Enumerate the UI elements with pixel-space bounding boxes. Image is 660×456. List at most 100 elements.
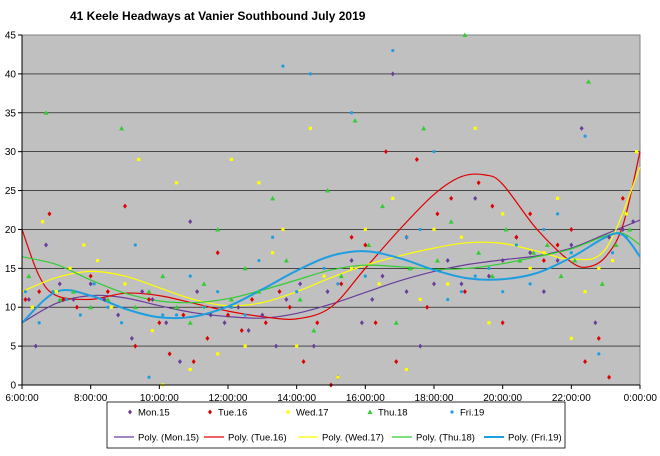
point-Tue-16 <box>263 320 268 326</box>
y-tick-label: 30 <box>5 147 17 158</box>
point-Fri-19 <box>23 290 28 294</box>
trendlines <box>21 151 641 324</box>
point-Fri-19 <box>583 134 587 138</box>
point-Fri-19 <box>610 251 615 255</box>
point-Wed-17 <box>487 321 491 325</box>
point-Fri-19 <box>202 305 206 309</box>
point-Tue-16 <box>215 250 220 256</box>
point-Tue-16 <box>607 374 612 380</box>
point-Wed-17 <box>281 227 285 232</box>
point-Wed-17 <box>41 220 45 224</box>
point-Fri-19 <box>119 321 124 325</box>
point-Tue-16 <box>315 320 320 326</box>
point-Thu-18 <box>393 320 399 325</box>
point-Fri-19 <box>350 111 354 115</box>
legend-marker-1 <box>208 409 212 415</box>
point-Fri-19 <box>528 282 532 286</box>
point-Fri-19 <box>271 235 275 239</box>
point-Fri-19 <box>363 274 367 278</box>
point-Mon-15 <box>208 312 213 318</box>
legend-trend-label-2: Poly. (Wed.17) <box>322 433 384 444</box>
point-Mon-15 <box>129 335 134 341</box>
point-Wed-17 <box>257 181 261 185</box>
point-Tue-16 <box>205 335 210 341</box>
point-Fri-19 <box>78 313 82 317</box>
point-Wed-17 <box>597 266 601 270</box>
point-Tue-16 <box>383 149 388 155</box>
point-Mon-15 <box>432 281 436 287</box>
point-Tue-16 <box>596 335 601 341</box>
point-Tue-16 <box>250 296 255 302</box>
point-Mon-15 <box>607 234 612 240</box>
point-Mon-15 <box>620 226 625 232</box>
legend-marker-2 <box>286 410 290 414</box>
plot-area <box>21 34 641 386</box>
x-tick-label: 16:00:00 <box>346 393 385 404</box>
point-Tue-16 <box>167 351 172 357</box>
point-Thu-18 <box>572 258 578 263</box>
point-Wed-17 <box>624 212 628 216</box>
point-Thu-18 <box>462 32 468 37</box>
point-Thu-18 <box>544 242 550 247</box>
point-Wed-17 <box>109 305 113 309</box>
point-Fri-19 <box>37 321 41 325</box>
point-Wed-17 <box>377 282 381 286</box>
point-Mon-15 <box>88 281 93 287</box>
point-Mon-15 <box>284 296 289 302</box>
point-Wed-17 <box>350 266 354 270</box>
x-tick-label: 22:00:00 <box>552 393 591 404</box>
point-Mon-15 <box>246 328 251 334</box>
point-Thu-18 <box>270 195 276 201</box>
point-Thu-18 <box>338 273 344 279</box>
point-Mon-15 <box>541 289 546 295</box>
legend-trend-label-3: Poly. (Thu.18) <box>416 433 475 444</box>
point-Fri-19 <box>229 305 234 309</box>
point-Fri-19 <box>243 313 247 317</box>
point-Wed-17 <box>229 157 234 162</box>
point-Tue-16 <box>490 203 495 209</box>
point-Wed-17 <box>391 196 395 200</box>
point-Tue-16 <box>301 359 306 365</box>
point-Tue-16 <box>123 203 127 209</box>
point-Mon-15 <box>44 242 49 248</box>
point-Mon-15 <box>164 320 169 326</box>
point-Thu-18 <box>503 226 509 232</box>
point-Mon-15 <box>380 273 385 279</box>
point-Fri-19 <box>624 235 628 239</box>
point-Thu-18 <box>119 125 125 131</box>
legend-label-2: Wed.17 <box>296 408 329 419</box>
point-Tue-16 <box>620 195 625 201</box>
point-Tue-16 <box>105 289 110 295</box>
point-Wed-17 <box>528 266 532 270</box>
trendline-1 <box>21 151 641 320</box>
point-Thu-18 <box>613 242 619 247</box>
x-tick-label: 14:00:00 <box>277 393 316 404</box>
point-Thu-18 <box>558 273 564 279</box>
legend: Mon.15 Tue.16 Wed.17 Thu.18 Fri.19 Poly. (Mon… <box>106 401 566 449</box>
point-Fri-19 <box>501 290 505 294</box>
point-Thu-18 <box>599 281 605 286</box>
point-Thu-18 <box>88 304 94 310</box>
point-Mon-15 <box>579 125 584 131</box>
point-Wed-17 <box>123 282 127 286</box>
point-Mon-15 <box>555 258 560 264</box>
x-tick-label: 8:00:00 <box>74 393 108 404</box>
y-tick-label: 45 <box>5 31 17 42</box>
point-Tue-16 <box>500 320 505 326</box>
point-Mon-15 <box>71 296 76 302</box>
point-Thu-18 <box>242 265 248 271</box>
y-tick-label: 40 <box>5 69 17 80</box>
x-tick-label: 12:00:00 <box>209 393 248 404</box>
point-Thu-18 <box>434 258 440 263</box>
point-Thu-18 <box>43 110 49 115</box>
point-Thu-18 <box>421 125 427 131</box>
point-Fri-19 <box>336 282 340 286</box>
legend-marker-4 <box>450 410 454 414</box>
point-Mon-15 <box>473 195 478 201</box>
point-Wed-17 <box>446 282 450 286</box>
point-Fri-19 <box>322 266 326 270</box>
point-Tue-16 <box>47 211 52 217</box>
point-Tue-16 <box>425 304 430 310</box>
point-Thu-18 <box>489 273 495 279</box>
